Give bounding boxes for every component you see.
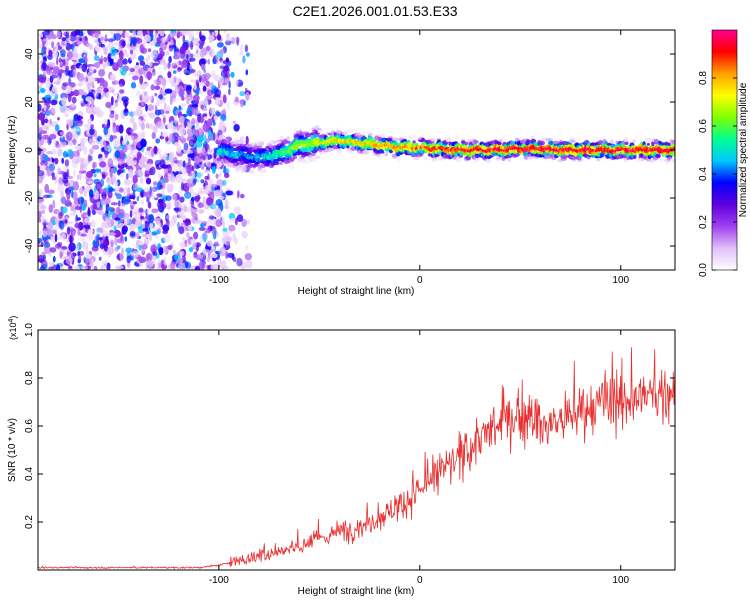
- snr-y-multiplier: (x104): [8, 316, 18, 340]
- snr-frame: [37, 329, 676, 571]
- heatmap-y-tick-label: 20: [24, 96, 35, 108]
- snr-y-tick-label: 1.0: [24, 323, 35, 337]
- colorbar: 0.0 0.2 0.4 0.6 0.8 Normalized spectral ampl…: [698, 29, 749, 277]
- heatmap-x-label: Height of straight line (km): [298, 286, 415, 297]
- colorbar-gradient: [711, 29, 738, 271]
- heatmap-axes: -100 0 100 -40 -20 0 20 40: [24, 30, 675, 286]
- heatmap-x-tick-label: -100: [209, 275, 229, 286]
- figure-title: C2E1.2026.001.01.53.E33: [292, 3, 457, 19]
- heatmap-y-label: Frequency (Hz): [7, 116, 18, 185]
- snr-panel: -100 0 100 0.2 0.4 0.6 0.8 1.0 Height of straig…: [7, 316, 676, 597]
- heatmap-x-tick-label: 100: [612, 275, 629, 286]
- snr-x-tick-label: 0: [417, 575, 423, 586]
- snr-y-tick-label: 0.6: [24, 419, 35, 433]
- snr-axes: -100 0 100 0.2 0.4 0.6 0.8 1.0: [24, 323, 675, 586]
- heatmap-y-tick-label: 0: [24, 147, 35, 153]
- heatmap-panel: -100 0 100 -40 -20 0 20 40 Height of straight l…: [7, 29, 676, 297]
- colorbar-tick-label: 0.8: [698, 71, 709, 85]
- heatmap-y-tick-label: 40: [24, 48, 35, 60]
- colorbar-tick-label: 0.2: [698, 215, 709, 229]
- snr-x-tick-label: 100: [612, 575, 629, 586]
- colorbar-tick-label: 0.0: [698, 263, 709, 277]
- snr-x-tick-label: -100: [209, 575, 229, 586]
- snr-y-label: SNR (10 * v/v): [7, 418, 18, 482]
- heatmap-y-tick-label: -20: [24, 190, 35, 205]
- snr-y-tick-label: 0.8: [24, 371, 35, 385]
- snr-y-tick-label: 0.4: [24, 467, 35, 481]
- heatmap-x-tick-label: 0: [417, 275, 423, 286]
- heatmap-cells: [38, 30, 675, 270]
- heatmap-y-tick-label: -40: [24, 238, 35, 253]
- snr-y-tick-label: 0.2: [24, 515, 35, 529]
- colorbar-tick-label: 0.4: [698, 167, 709, 181]
- colorbar-ticks: 0.0 0.2 0.4 0.6 0.8: [698, 71, 737, 277]
- snr-x-label: Height of straight line (km): [298, 586, 415, 597]
- colorbar-tick-label: 0.6: [698, 119, 709, 133]
- heatmap-noise: [38, 30, 253, 270]
- colorbar-label: Normalized spectral amplitude: [738, 82, 749, 217]
- heatmap-ridge: [215, 120, 675, 178]
- snr-series-line: [38, 347, 675, 570]
